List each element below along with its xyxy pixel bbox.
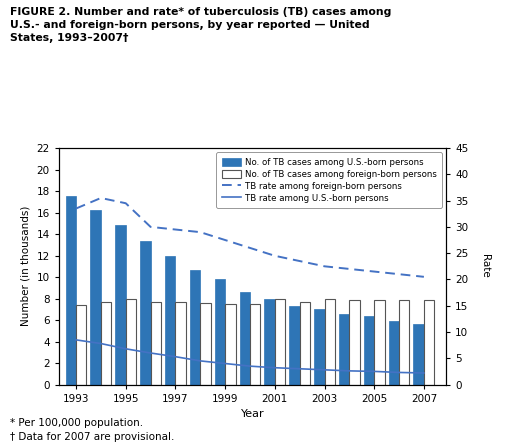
Bar — [264, 298, 274, 385]
Bar — [338, 314, 349, 385]
Bar — [423, 300, 434, 385]
Bar — [274, 298, 285, 385]
Bar — [239, 292, 249, 385]
Bar — [363, 316, 374, 385]
Bar — [175, 302, 185, 385]
Bar — [314, 309, 324, 385]
Text: † Data for 2007 are provisional.: † Data for 2007 are provisional. — [10, 432, 174, 442]
Bar — [189, 270, 200, 385]
Bar — [214, 279, 224, 385]
Bar — [115, 225, 126, 385]
Bar — [150, 302, 161, 385]
Text: * Per 100,000 population.: * Per 100,000 population. — [10, 418, 143, 428]
Bar — [413, 324, 423, 385]
Bar — [66, 196, 76, 385]
Text: FIGURE 2. Number and rate* of tuberculosis (TB) cases among
U.S.- and foreign-bo: FIGURE 2. Number and rate* of tuberculos… — [10, 7, 391, 43]
Bar — [165, 255, 175, 385]
Y-axis label: Number (in thousands): Number (in thousands) — [21, 206, 31, 327]
Bar — [140, 240, 150, 385]
Bar — [388, 321, 398, 385]
Bar — [324, 298, 334, 385]
Bar — [90, 210, 101, 385]
Legend: No. of TB cases among U.S.-born persons, No. of TB cases among foreign-born pers: No. of TB cases among U.S.-born persons,… — [216, 152, 441, 208]
Bar — [398, 300, 409, 385]
Bar — [126, 298, 136, 385]
X-axis label: Year: Year — [240, 409, 264, 419]
Bar — [224, 304, 235, 385]
Bar — [349, 300, 359, 385]
Y-axis label: Rate: Rate — [478, 255, 489, 278]
Bar — [200, 303, 210, 385]
Bar — [249, 304, 260, 385]
Bar — [101, 302, 111, 385]
Bar — [289, 306, 299, 385]
Bar — [76, 305, 87, 385]
Bar — [374, 300, 384, 385]
Bar — [299, 302, 309, 385]
